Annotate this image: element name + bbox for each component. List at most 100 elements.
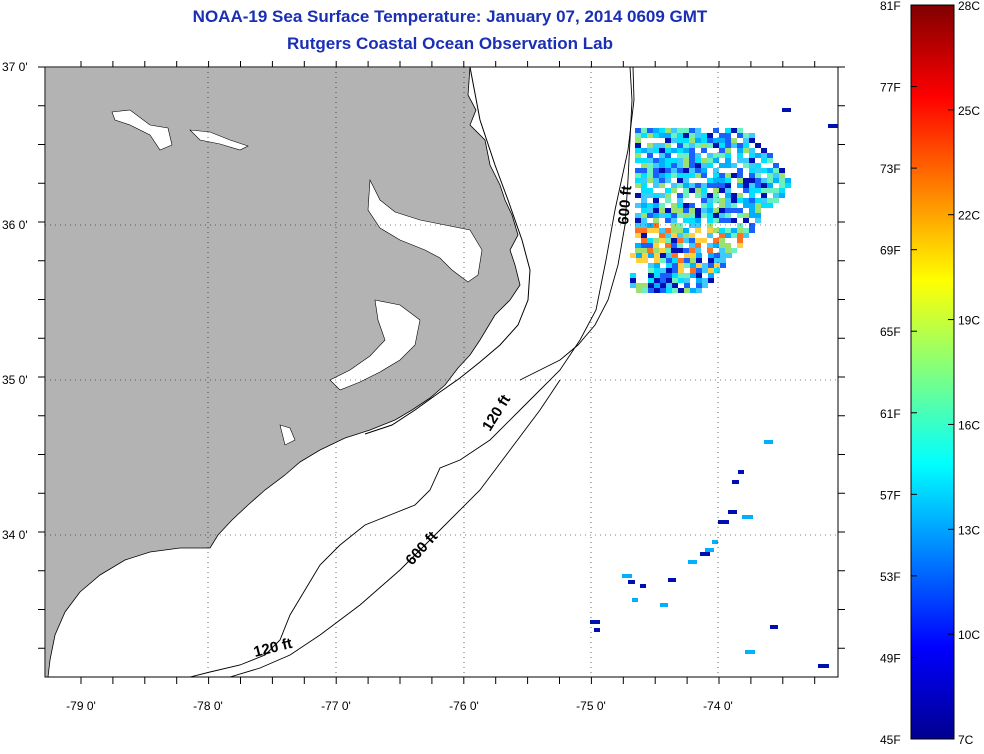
sst-cell — [743, 148, 749, 153]
sst-cell — [659, 143, 665, 148]
sst-cell — [719, 133, 725, 138]
sst-cell — [641, 158, 647, 163]
sst-cell — [654, 278, 660, 283]
sst-cell — [761, 188, 767, 193]
sst-cell — [671, 168, 677, 173]
sst-cell — [755, 153, 761, 158]
sst-cell — [713, 138, 719, 143]
sst-cell — [713, 173, 719, 178]
sst-cell — [648, 283, 654, 288]
sst-cell — [719, 188, 725, 193]
sst-cell — [755, 163, 761, 168]
sst-cell — [719, 228, 725, 233]
sst-cell — [707, 213, 713, 218]
sst-cell — [719, 208, 725, 213]
sst-cell — [725, 243, 731, 248]
sst-cell — [635, 173, 641, 178]
sst-cell — [725, 133, 731, 138]
sst-cell — [654, 288, 660, 293]
sst-cell — [695, 143, 701, 148]
sst-cell — [672, 278, 678, 283]
sst-cell — [818, 664, 829, 668]
sst-cell — [683, 163, 689, 168]
sst-cell — [695, 238, 701, 243]
sst-cell — [672, 288, 678, 293]
sst-cell — [654, 258, 660, 263]
sst-cell — [647, 248, 653, 253]
sst-cell — [677, 193, 683, 198]
sst-cell — [665, 248, 671, 253]
map-subtitle: Rutgers Coastal Ocean Observation Lab — [287, 34, 613, 53]
sst-cell — [779, 173, 785, 178]
sst-cell — [665, 143, 671, 148]
sst-cell — [737, 153, 743, 158]
sst-cell — [672, 258, 678, 263]
map-title: NOAA-19 Sea Surface Temperature: January… — [192, 7, 708, 26]
sst-cell — [743, 188, 749, 193]
sst-cell — [635, 213, 641, 218]
sst-cell — [779, 168, 785, 173]
sst-cell — [647, 168, 653, 173]
sst-cell — [737, 243, 743, 248]
sst-cell — [660, 273, 666, 278]
sst-cell — [743, 228, 749, 233]
sst-cell — [755, 183, 761, 188]
sst-cell — [731, 193, 737, 198]
sst-cell — [743, 213, 749, 218]
sst-cell — [695, 223, 701, 228]
sst-cell — [725, 203, 731, 208]
sst-cell — [689, 208, 695, 213]
sst-cell — [725, 193, 731, 198]
sst-cell — [683, 188, 689, 193]
sst-cell — [665, 238, 671, 243]
sst-cell — [779, 178, 785, 183]
sst-cell — [683, 193, 689, 198]
sst-cell — [696, 258, 702, 263]
sst-cell — [719, 203, 725, 208]
sst-cell — [684, 258, 690, 263]
sst-cell — [755, 143, 761, 148]
sst-cell — [641, 233, 647, 238]
sst-cell — [720, 258, 726, 263]
sst-cell — [767, 178, 773, 183]
sst-cell — [761, 178, 767, 183]
sst-cell — [653, 208, 659, 213]
sst-cell — [708, 273, 714, 278]
sst-cell — [659, 228, 665, 233]
sst-cell — [647, 238, 653, 243]
sst-cell — [671, 183, 677, 188]
sst-cell — [707, 178, 713, 183]
sst-cell — [653, 218, 659, 223]
sst-cell — [761, 183, 767, 188]
sst-cell — [719, 153, 725, 158]
sst-cell — [630, 273, 636, 278]
sst-cell — [737, 193, 743, 198]
sst-cell — [719, 243, 725, 248]
sst-cell — [677, 243, 683, 248]
colorbar-celsius-label: 7C — [958, 733, 974, 747]
sst-cell — [689, 233, 695, 238]
sst-cell — [635, 133, 641, 138]
sst-cell — [707, 243, 713, 248]
sst-cell — [767, 173, 773, 178]
colorbar-ticks — [911, 4, 954, 740]
sst-cell — [719, 198, 725, 203]
x-tick-label: -74 0' — [703, 699, 733, 713]
sst-cell — [683, 238, 689, 243]
sst-cell — [725, 198, 731, 203]
sst-cell — [713, 188, 719, 193]
sst-cell — [737, 148, 743, 153]
sst-cell — [684, 263, 690, 268]
sst-cell — [635, 138, 641, 143]
sst-cell — [671, 248, 677, 253]
sst-cell — [671, 208, 677, 213]
sst-cell — [665, 218, 671, 223]
sst-cell — [773, 168, 779, 173]
colorbar-fahrenheit-label: 73F — [880, 162, 901, 176]
sst-cell — [725, 128, 731, 133]
sst-cell — [696, 288, 702, 293]
sst-cell — [677, 248, 683, 253]
sst-cell — [648, 273, 654, 278]
sst-cell — [683, 203, 689, 208]
